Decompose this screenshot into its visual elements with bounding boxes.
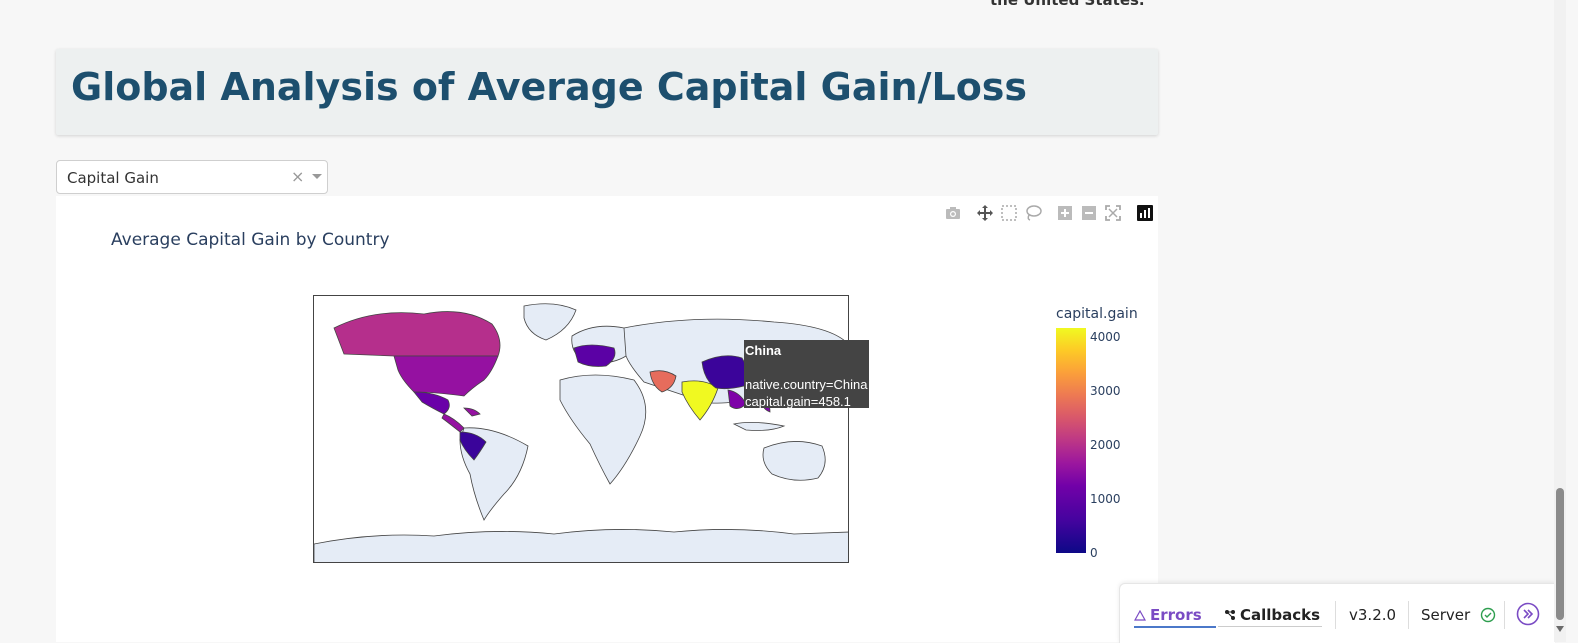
tooltip-title: China [745, 343, 782, 358]
section-header: Global Analysis of Average Capital Gain/… [56, 49, 1158, 135]
colorbar-tick: 3000 [1090, 384, 1121, 398]
divider [1335, 601, 1336, 629]
callbacks-graph-icon [1225, 610, 1235, 620]
land-greenland [523, 303, 577, 341]
colorbar-tick: 2000 [1090, 438, 1121, 452]
zoom-out-icon[interactable] [1080, 204, 1098, 222]
country-colombia-peru [459, 431, 487, 461]
pan-icon[interactable] [976, 204, 994, 222]
land-indonesia [732, 422, 786, 431]
callbacks-tab-underline [1218, 626, 1322, 627]
errors-tab-underline [1134, 626, 1216, 628]
callbacks-label: Callbacks [1240, 606, 1321, 624]
dropdown-selected-value: Capital Gain [67, 169, 159, 187]
country-canada [333, 311, 501, 357]
colorbar [1056, 328, 1086, 553]
colorbar-title: capital.gain [1056, 306, 1138, 322]
colorbar-tick: 1000 [1090, 492, 1121, 506]
page-scrollbar[interactable] [1554, 0, 1566, 642]
graph-container: Average Capital Gain by Country [56, 196, 1158, 642]
country-iran [649, 370, 677, 393]
server-label: Server [1421, 606, 1471, 624]
land-antarctica [314, 529, 848, 562]
plotly-logo-icon[interactable] [1136, 204, 1154, 222]
country-mexico [413, 391, 450, 415]
scroll-down-arrow-icon[interactable] [1556, 626, 1564, 632]
land-australia [762, 441, 826, 481]
warning-icon [1133, 609, 1147, 621]
modebar [944, 204, 1156, 222]
country-india [681, 380, 719, 421]
divider [1504, 601, 1505, 629]
country-united-states [393, 355, 499, 397]
colorbar-tick: 4000 [1090, 330, 1121, 344]
colorbar-tick: 0 [1090, 546, 1098, 560]
errors-label: Errors [1150, 606, 1202, 624]
clear-icon[interactable]: × [291, 167, 305, 186]
callbacks-tab[interactable]: Callbacks [1224, 606, 1320, 624]
dash-devtools-bar: Errors Callbacks v3.2.0 Server [1119, 583, 1555, 643]
check-circle-icon [1480, 607, 1496, 623]
country-central-america [441, 413, 465, 433]
top-note-text: the United States. [990, 0, 1145, 9]
tooltip-country: native.country=China [745, 377, 868, 392]
hover-tooltip: China native.country=China capital.gain=… [744, 340, 869, 409]
lasso-icon[interactable] [1024, 204, 1042, 222]
chart-title: Average Capital Gain by Country [111, 230, 390, 250]
country-western-europe [573, 344, 616, 367]
box-select-icon[interactable] [1000, 204, 1018, 222]
chevron-down-icon[interactable] [310, 169, 324, 183]
expand-chevrons-icon[interactable] [1516, 602, 1540, 626]
server-status: Server [1421, 606, 1496, 624]
metric-dropdown[interactable]: Capital Gain × [56, 160, 328, 194]
autoscale-icon[interactable] [1104, 204, 1122, 222]
version-label: v3.2.0 [1349, 606, 1397, 624]
errors-tab[interactable]: Errors [1133, 606, 1202, 624]
page-title: Global Analysis of Average Capital Gain/… [71, 65, 1028, 109]
tooltip-value: capital.gain=458.1 [745, 394, 851, 409]
country-caribbean [463, 407, 481, 417]
choropleth-map[interactable] [313, 295, 849, 563]
land-africa [559, 374, 647, 485]
divider [1408, 601, 1409, 629]
scrollbar-thumb[interactable] [1556, 488, 1564, 620]
zoom-in-icon[interactable] [1056, 204, 1074, 222]
camera-icon[interactable] [944, 204, 962, 222]
